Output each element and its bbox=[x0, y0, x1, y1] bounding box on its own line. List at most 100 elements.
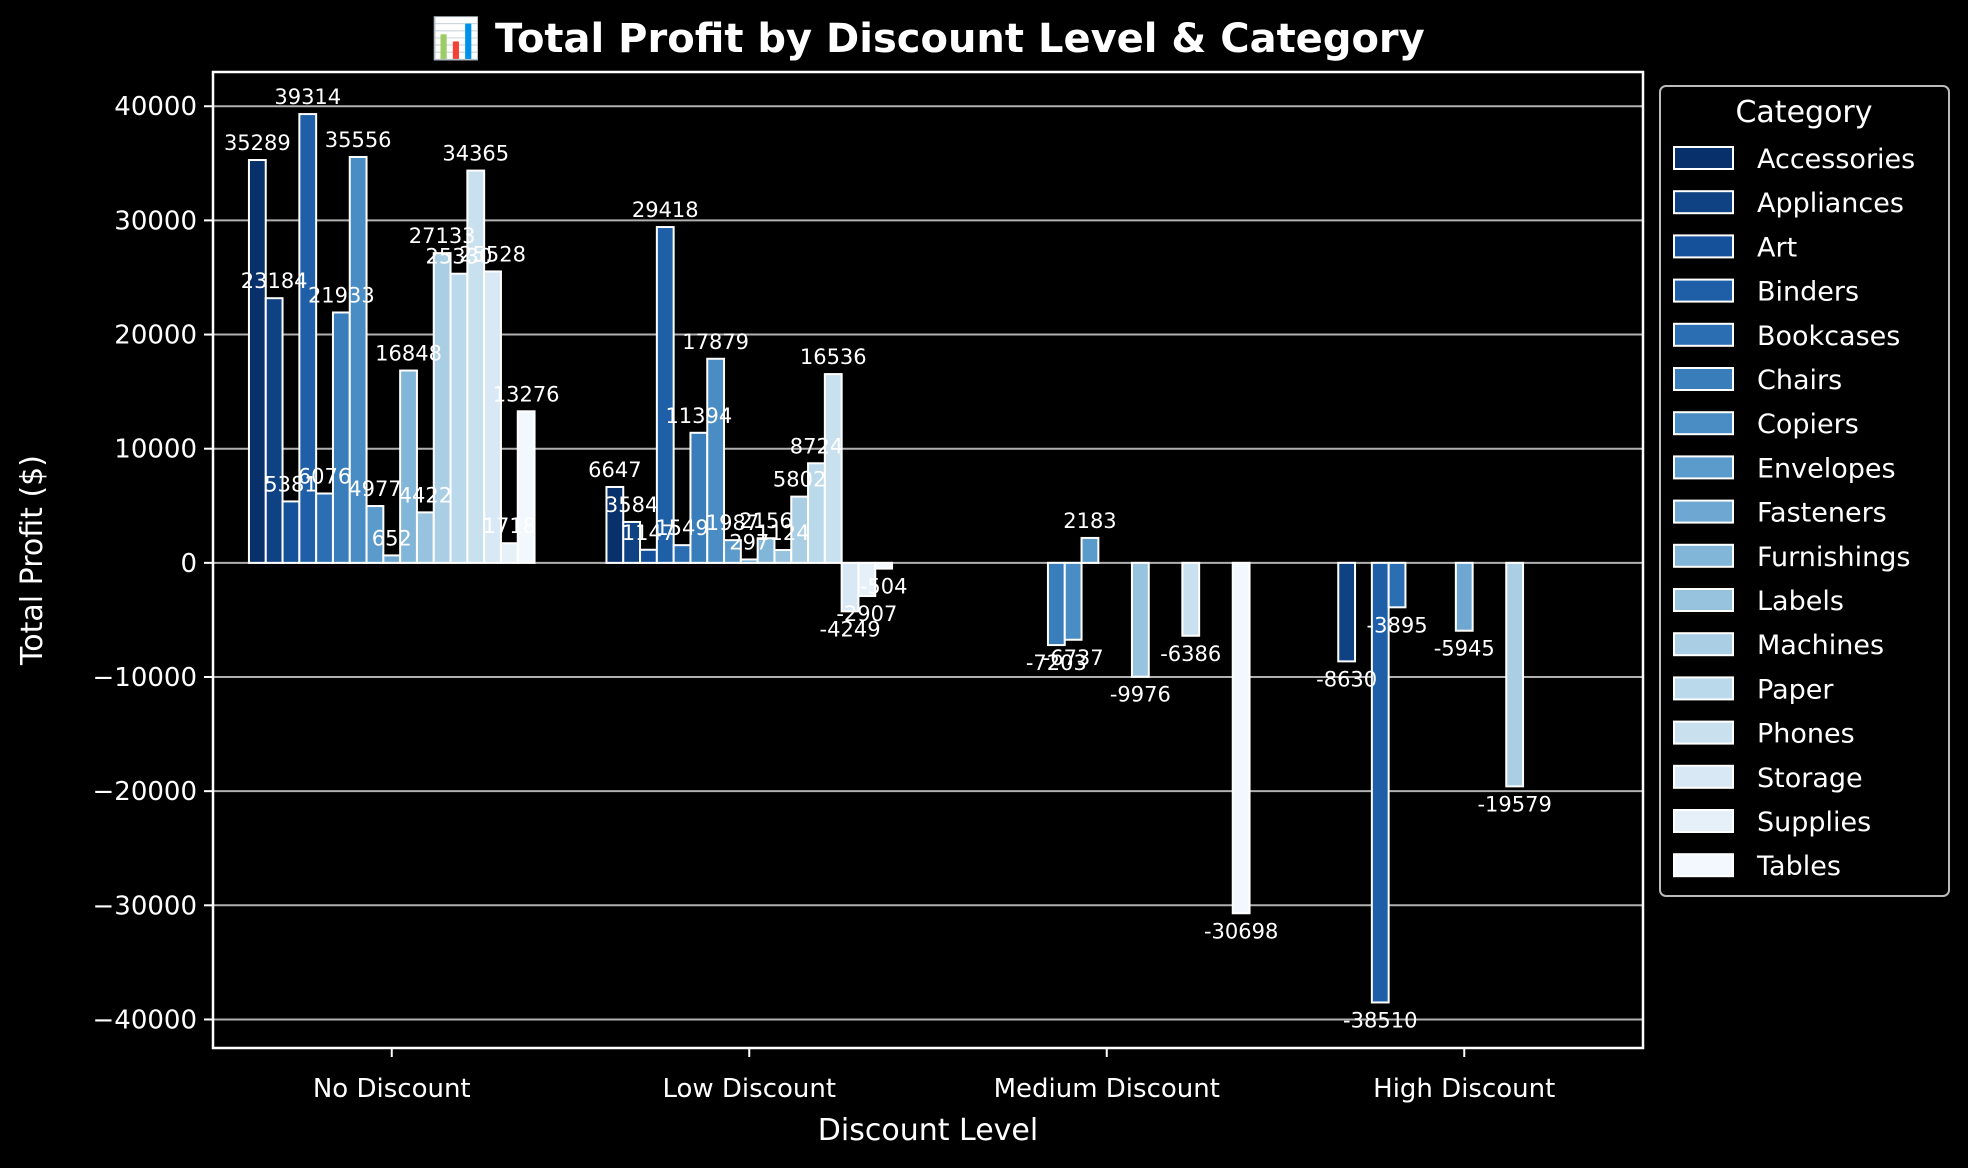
y-axis: −40000 −30000 −20000 −10000 0 10000 20000 30000… bbox=[93, 92, 213, 1035]
bar-value-label: -7203 bbox=[1026, 651, 1087, 675]
bar-value-label: 6647 bbox=[588, 458, 641, 482]
bar-value-label: -2907 bbox=[836, 602, 897, 626]
bar-value-label: 1124 bbox=[756, 521, 809, 545]
bar-value-label: 297 bbox=[729, 530, 769, 554]
legend-swatch bbox=[1673, 278, 1734, 303]
legend-entry-label: Labels bbox=[1757, 586, 1844, 617]
legend-swatch bbox=[1673, 499, 1734, 524]
x-tick-label: No Discount bbox=[313, 1074, 471, 1104]
bar-labels bbox=[415, 511, 435, 564]
legend: Category Accessories Appliances Art Binders… bbox=[1659, 85, 1950, 897]
bar-phones bbox=[1181, 561, 1201, 637]
bar-value-label: -3895 bbox=[1367, 613, 1428, 637]
bar-copiers bbox=[706, 357, 726, 564]
bar-value-label: 8724 bbox=[790, 434, 843, 458]
bar-labels bbox=[1130, 561, 1150, 678]
bar-value-label: 25330 bbox=[426, 245, 493, 269]
legend-swatch bbox=[1673, 146, 1734, 170]
bar-value-label: 2183 bbox=[1063, 509, 1116, 533]
legend-entry-label: Phones bbox=[1757, 719, 1855, 750]
bar-value-label: 13276 bbox=[493, 382, 560, 406]
bar-value-label: -5945 bbox=[1434, 637, 1495, 661]
bar-value-label: 17879 bbox=[682, 330, 749, 354]
bar-appliances bbox=[1337, 561, 1357, 663]
bar-value-label: 16848 bbox=[375, 342, 442, 366]
bar-binders bbox=[655, 226, 675, 564]
legend-entry-label: Supplies bbox=[1757, 807, 1871, 838]
bar-chairs bbox=[1046, 561, 1066, 647]
bar-art bbox=[281, 500, 301, 564]
bar-value-label: 21933 bbox=[308, 283, 375, 307]
plot-area-frame bbox=[211, 70, 1645, 1050]
bar-supplies bbox=[857, 561, 877, 598]
bar-value-label: 23184 bbox=[241, 269, 308, 293]
bar-value-label: 5381 bbox=[264, 472, 317, 496]
y-tick-label: 30000 bbox=[114, 206, 197, 236]
legend-swatch bbox=[1673, 234, 1734, 259]
legend-swatch bbox=[1673, 809, 1734, 833]
bar-value-label: -19579 bbox=[1477, 792, 1551, 816]
bar-value-label: 4977 bbox=[348, 477, 401, 501]
bar-value-label: 39314 bbox=[274, 85, 341, 109]
bar-bookcases bbox=[315, 492, 334, 564]
legend-entry-label: Chairs bbox=[1757, 365, 1842, 396]
bar-value-label: -6386 bbox=[1160, 642, 1221, 666]
legend-entry-label: Storage bbox=[1757, 763, 1863, 794]
bar-fasteners bbox=[739, 558, 759, 564]
bar-fasteners bbox=[382, 554, 402, 564]
legend-entry-label: Appliances bbox=[1757, 188, 1904, 219]
bar-phones bbox=[823, 373, 843, 564]
bar-value-label: 27133 bbox=[409, 224, 476, 248]
bar-value-label: 5802 bbox=[773, 468, 826, 492]
bar-value-label: 16536 bbox=[800, 345, 867, 369]
bar-envelopes bbox=[365, 505, 385, 564]
bar-chairs bbox=[689, 431, 709, 564]
bar-value-label: -504 bbox=[860, 575, 908, 599]
bar-value-label: 6076 bbox=[298, 464, 351, 488]
bar-value-label: 34365 bbox=[442, 142, 509, 166]
legend-swatch bbox=[1673, 367, 1734, 391]
gridlines bbox=[213, 105, 1643, 1021]
data-labels: 35289 6647 23184 3584 -8630 5381 1147 39314 2941… bbox=[224, 85, 1552, 1032]
bar-chairs bbox=[331, 311, 351, 564]
bar-envelopes bbox=[1080, 536, 1100, 564]
y-tick-label: 0 bbox=[180, 549, 197, 579]
bar-tables bbox=[874, 561, 894, 570]
chart-title: 📊 Total Profit by Discount Level & Categ… bbox=[431, 15, 1424, 62]
bar-bookcases bbox=[672, 544, 692, 564]
y-tick-label: −20000 bbox=[93, 777, 198, 807]
x-axis-label: Discount Level bbox=[818, 1113, 1038, 1148]
legend-title: Category bbox=[1735, 95, 1872, 130]
bar-value-label: -6737 bbox=[1043, 646, 1104, 670]
legend-swatch bbox=[1673, 764, 1734, 789]
bar-value-label: 1549 bbox=[655, 516, 708, 540]
bar-appliances bbox=[622, 520, 642, 564]
bar-value-label: 3584 bbox=[605, 493, 658, 517]
bar-value-label: 4422 bbox=[399, 483, 452, 507]
x-tick-label: Medium Discount bbox=[994, 1074, 1220, 1104]
bar-binders bbox=[298, 113, 318, 564]
x-tick-label: High Discount bbox=[1373, 1074, 1555, 1104]
bar-value-label: 29418 bbox=[632, 198, 699, 222]
y-tick-label: −10000 bbox=[93, 663, 198, 693]
bar-tables bbox=[516, 410, 536, 564]
bar-copiers bbox=[348, 155, 368, 564]
legend-entry-label: Copiers bbox=[1757, 409, 1859, 440]
y-tick-label: 20000 bbox=[114, 321, 197, 351]
bar-copiers bbox=[1063, 561, 1083, 641]
bar-value-label: -9976 bbox=[1110, 683, 1171, 707]
legend-swatch bbox=[1673, 853, 1734, 878]
y-tick-label: −40000 bbox=[93, 1005, 198, 1035]
legend-entry-label: Furnishings bbox=[1757, 542, 1910, 573]
legend-entry-label: Binders bbox=[1757, 277, 1859, 308]
legend-entry-label: Paper bbox=[1757, 674, 1834, 705]
bar-labels bbox=[773, 549, 793, 564]
bar-value-label: -38510 bbox=[1343, 1008, 1417, 1032]
bar-value-label: 652 bbox=[372, 526, 412, 550]
legend-swatch bbox=[1673, 588, 1734, 612]
legend-entry-label: Art bbox=[1757, 232, 1797, 263]
bar-value-label: 2156 bbox=[739, 509, 792, 533]
legend-swatch bbox=[1673, 411, 1734, 436]
